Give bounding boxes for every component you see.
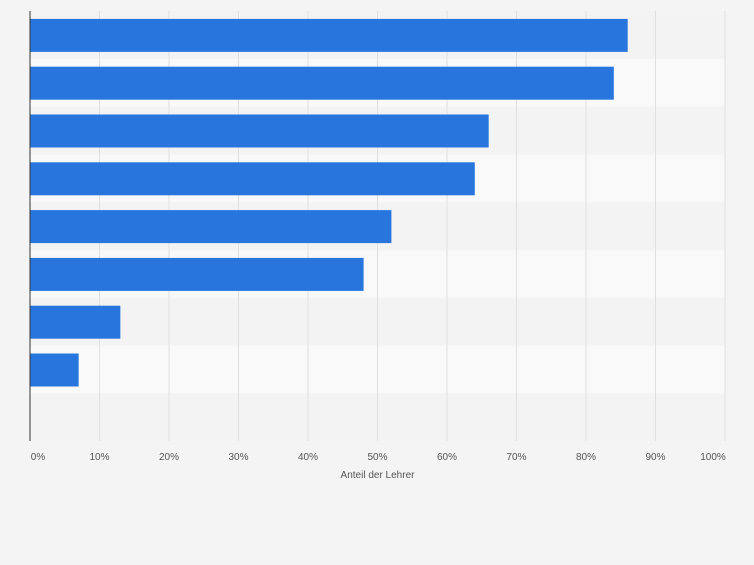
bar[interactable] bbox=[30, 114, 489, 148]
x-tick-label: 50% bbox=[367, 452, 387, 463]
bar[interactable] bbox=[30, 66, 614, 100]
x-tick-labels: 0% 10% 20% 30% 40% 50% 60% 70% 80% 90% 100% bbox=[31, 452, 726, 463]
x-tick-label: 40% bbox=[298, 452, 318, 463]
bar[interactable] bbox=[30, 305, 121, 339]
bar[interactable] bbox=[30, 257, 364, 291]
x-tick-label: 80% bbox=[576, 452, 596, 463]
bar[interactable] bbox=[30, 353, 79, 387]
x-tick-label: 0% bbox=[31, 452, 46, 463]
bar[interactable] bbox=[30, 18, 628, 52]
x-tick-label: 20% bbox=[159, 452, 179, 463]
x-tick-label: 100% bbox=[700, 452, 726, 463]
x-tick-label: 30% bbox=[228, 452, 248, 463]
x-tick-label: 10% bbox=[89, 452, 109, 463]
x-axis-title: Anteil der Lehrer bbox=[341, 470, 416, 481]
x-tick-label: 60% bbox=[437, 452, 457, 463]
x-tick-label: 90% bbox=[645, 452, 665, 463]
bars bbox=[30, 18, 628, 387]
bar[interactable] bbox=[30, 210, 392, 244]
bar[interactable] bbox=[30, 162, 475, 196]
x-tick-label: 70% bbox=[506, 452, 526, 463]
